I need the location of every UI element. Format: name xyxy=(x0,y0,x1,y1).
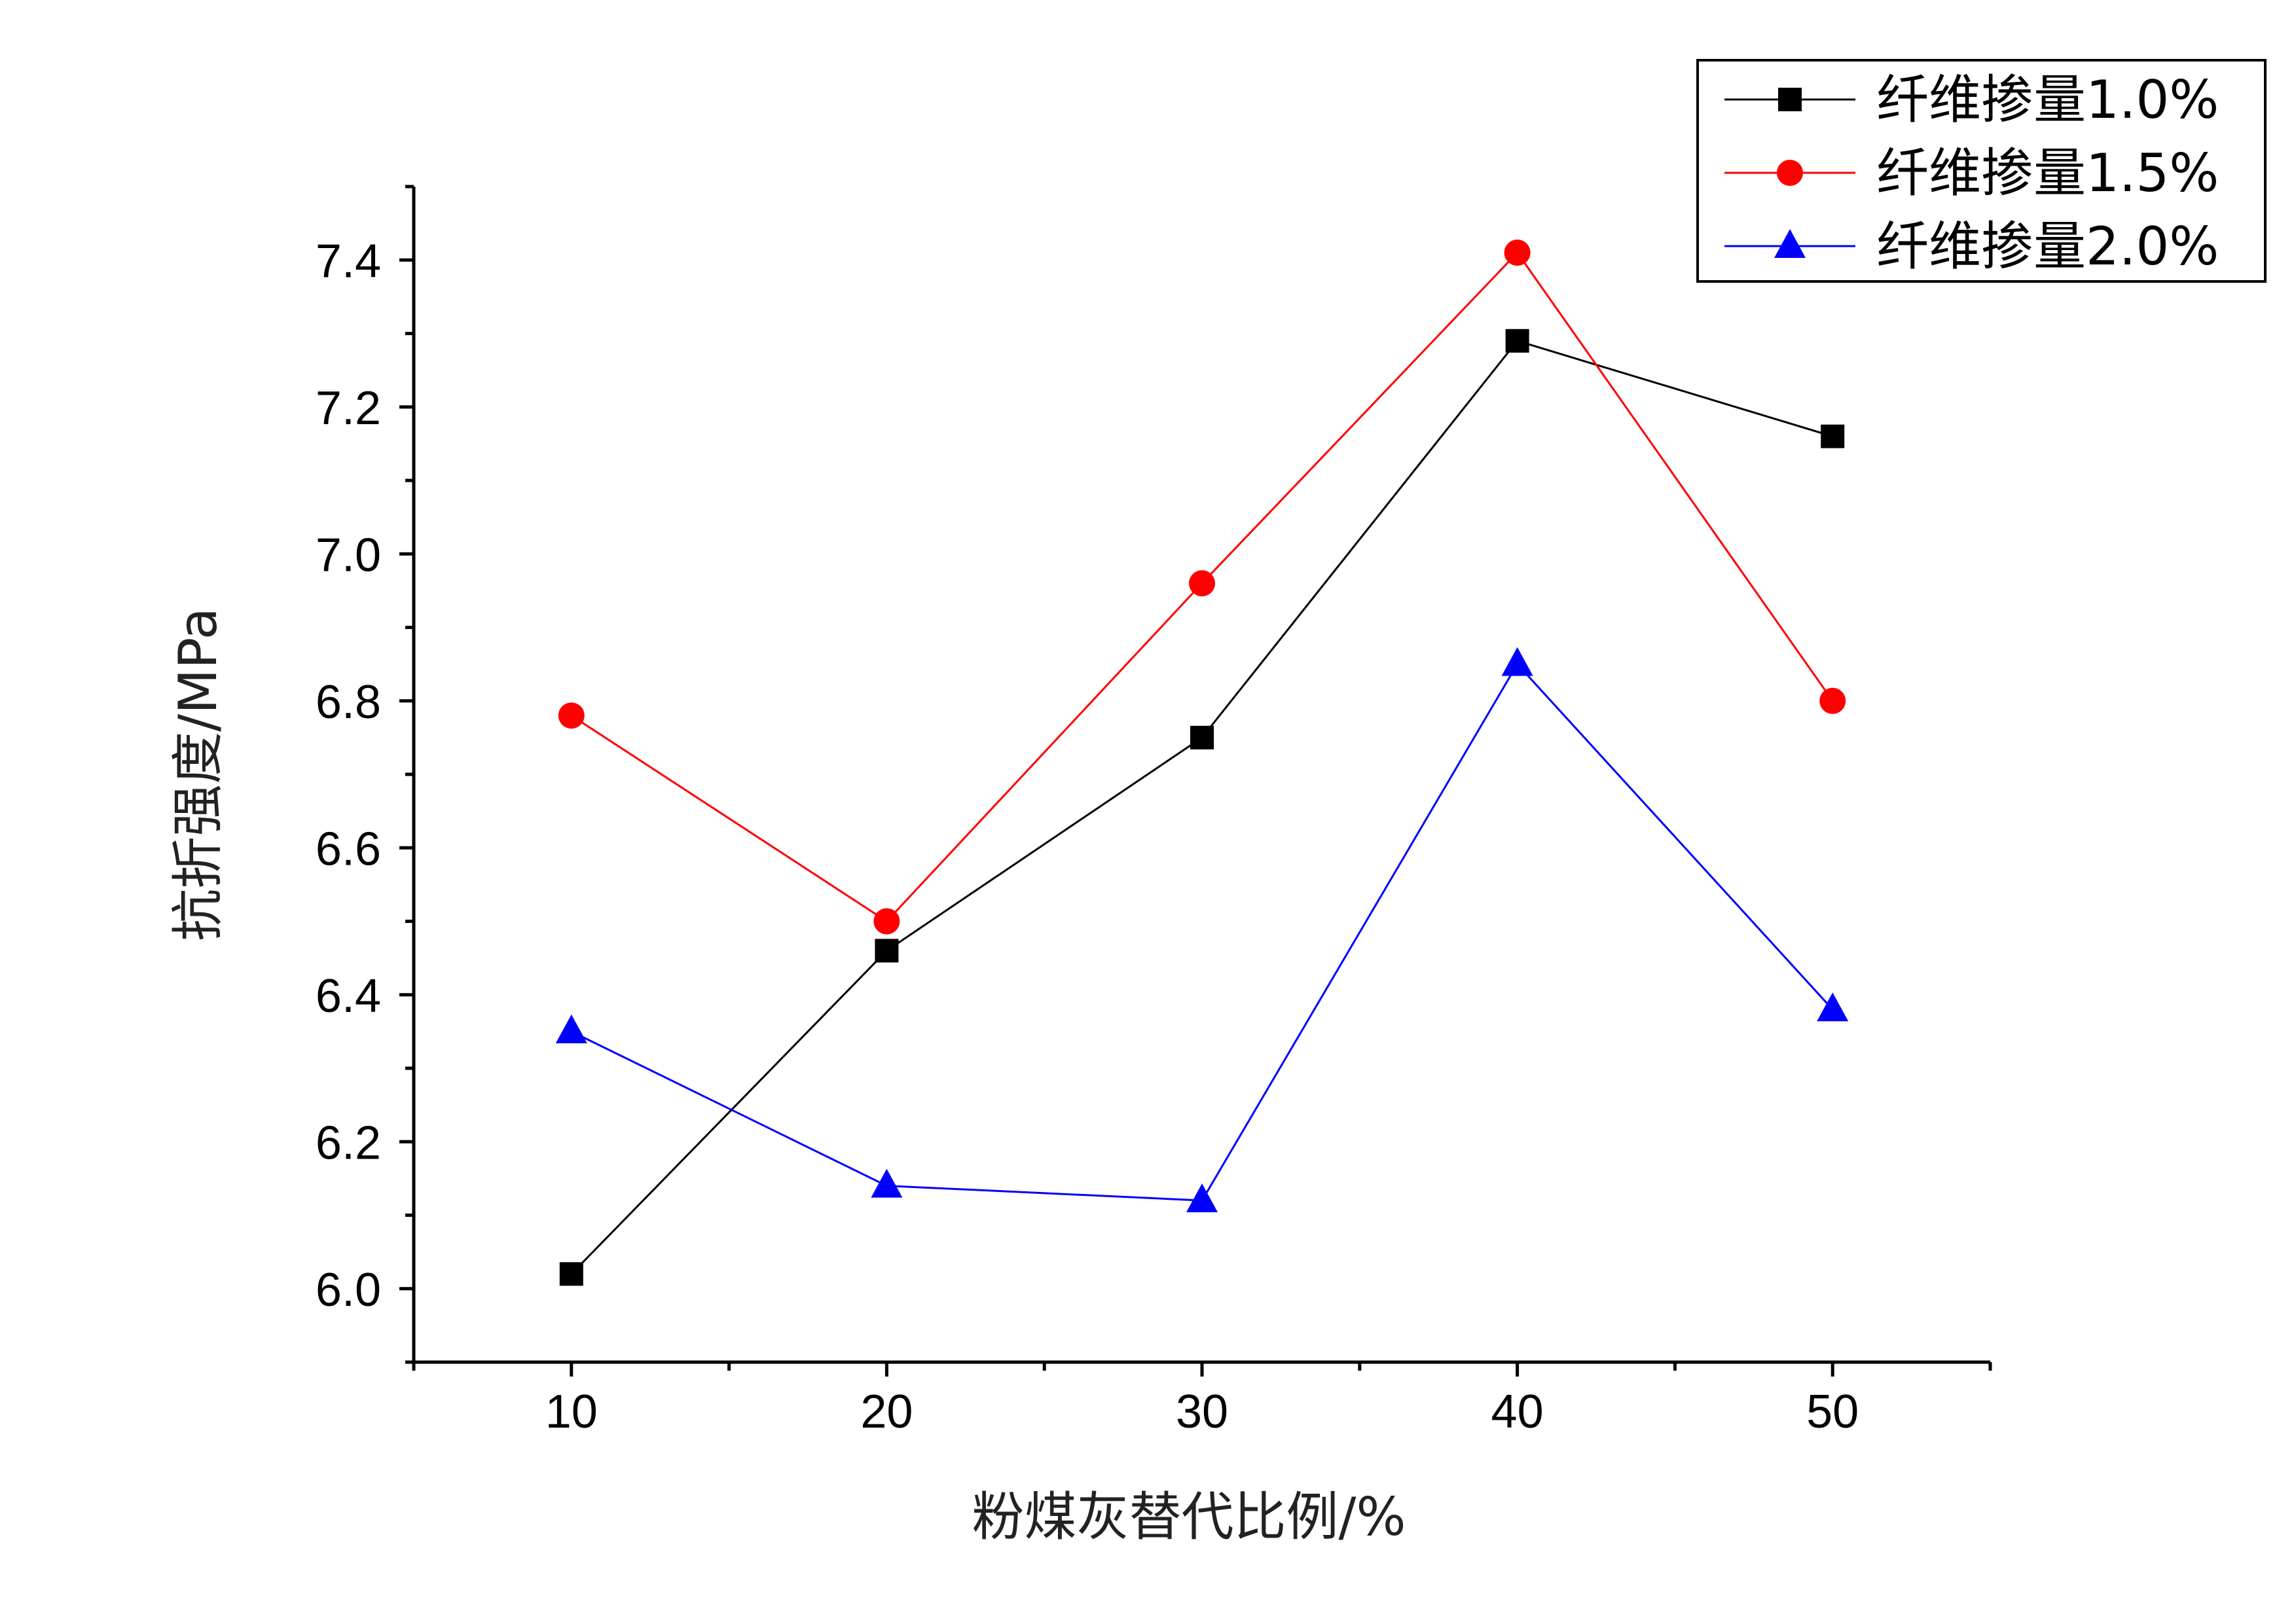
x-tick-label: 10 xyxy=(545,1386,598,1438)
data-point-circle xyxy=(1504,240,1531,266)
data-point-circle xyxy=(1189,570,1215,597)
data-point-triangle xyxy=(1817,992,1849,1022)
y-tick-label: 7.0 xyxy=(316,529,381,581)
data-point-triangle xyxy=(871,1168,903,1198)
series-group xyxy=(555,240,1849,1286)
data-point-square xyxy=(875,939,899,963)
legend: 纤维掺量1.0% 纤维掺量1.5% 纤维掺量2.0% xyxy=(1696,59,2267,283)
legend-item: 纤维掺量1.5% xyxy=(1724,143,2219,204)
series-line xyxy=(570,339,1833,1275)
legend-label: 纤维掺量2.0% xyxy=(1876,216,2219,277)
series-3 xyxy=(555,647,1849,1213)
x-axis-title: 粉煤灰替代比例/% xyxy=(972,1487,1406,1547)
y-axis-title: 抗折强度/MPa xyxy=(168,607,228,941)
x-tick-label: 40 xyxy=(1491,1386,1544,1438)
legend-marker-square xyxy=(1778,88,1802,111)
data-point-square xyxy=(559,1262,583,1286)
y-tick-label: 6.8 xyxy=(316,676,381,729)
y-tick-label: 7.2 xyxy=(316,382,381,435)
legend-label: 纤维掺量1.5% xyxy=(1876,143,2219,204)
axes: 10 20 30 40 50 6.0 6.2 6.4 6.6 6.8 7.0 7.2 7.4 粉煤灰替代比… xyxy=(168,185,1992,1547)
legend-item: 纤维掺量2.0% xyxy=(1724,216,2219,277)
data-point-square xyxy=(1505,329,1529,353)
legend-item: 纤维掺量1.0% xyxy=(1724,69,2219,130)
data-point-circle xyxy=(1819,687,1846,714)
y-tick-label: 7.4 xyxy=(316,235,381,287)
legend-label: 纤维掺量1.0% xyxy=(1876,69,2219,130)
series-2 xyxy=(558,240,1846,935)
data-point-circle xyxy=(873,908,900,935)
data-point-square xyxy=(1190,725,1214,749)
data-point-circle xyxy=(558,702,585,729)
y-tick-label: 6.4 xyxy=(316,970,381,1022)
x-tick-label: 30 xyxy=(1176,1386,1228,1438)
data-point-triangle xyxy=(1186,1183,1218,1213)
legend-marker-circle xyxy=(1777,160,1803,186)
x-tick-label: 20 xyxy=(860,1386,913,1438)
data-point-square xyxy=(1821,424,1845,448)
legend-marker-triangle xyxy=(1774,229,1806,258)
data-point-triangle xyxy=(1501,647,1533,676)
y-tick-label: 6.0 xyxy=(316,1264,381,1316)
series-1 xyxy=(559,329,1845,1286)
y-tick-label: 6.6 xyxy=(316,823,381,875)
y-tick-label: 6.2 xyxy=(316,1117,381,1169)
x-tick-label: 50 xyxy=(1806,1386,1859,1438)
data-point-triangle xyxy=(555,1014,587,1043)
